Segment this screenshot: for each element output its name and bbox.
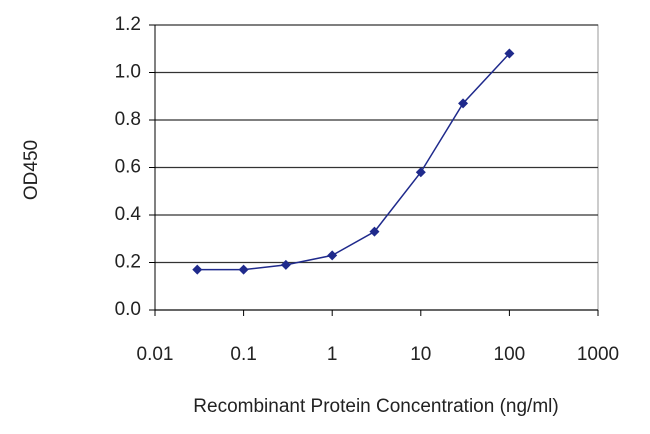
data-point <box>415 167 426 178</box>
data-point <box>192 264 203 275</box>
y-tick-label: 0.4 <box>115 204 142 225</box>
y-axis-label: OD450 <box>21 140 42 200</box>
x-tick-label: 0.1 <box>230 344 256 365</box>
x-tick-label: 1000 <box>577 344 619 365</box>
data-point <box>280 259 291 270</box>
data-point <box>327 250 338 261</box>
data-line <box>197 52 510 271</box>
data-point <box>238 264 249 275</box>
x-tick-label: 10 <box>410 344 431 365</box>
x-tick-label: 100 <box>494 344 526 365</box>
data-point <box>458 98 469 109</box>
x-axis-label: Recombinant Protein Concentration (ng/ml… <box>193 396 558 417</box>
y-tick-label: 0.2 <box>115 252 141 273</box>
x-tick-label: 1 <box>327 344 338 365</box>
y-tick-label: 1.2 <box>115 14 141 35</box>
y-tick-label: 0.8 <box>115 109 141 130</box>
y-tick-label: 1.0 <box>115 62 141 83</box>
x-tick-label: 0.01 <box>137 344 174 365</box>
y-tick-label: 0.6 <box>115 157 141 178</box>
data-point <box>504 48 515 59</box>
y-tick-label: 0.0 <box>115 299 141 320</box>
data-point <box>369 226 380 237</box>
